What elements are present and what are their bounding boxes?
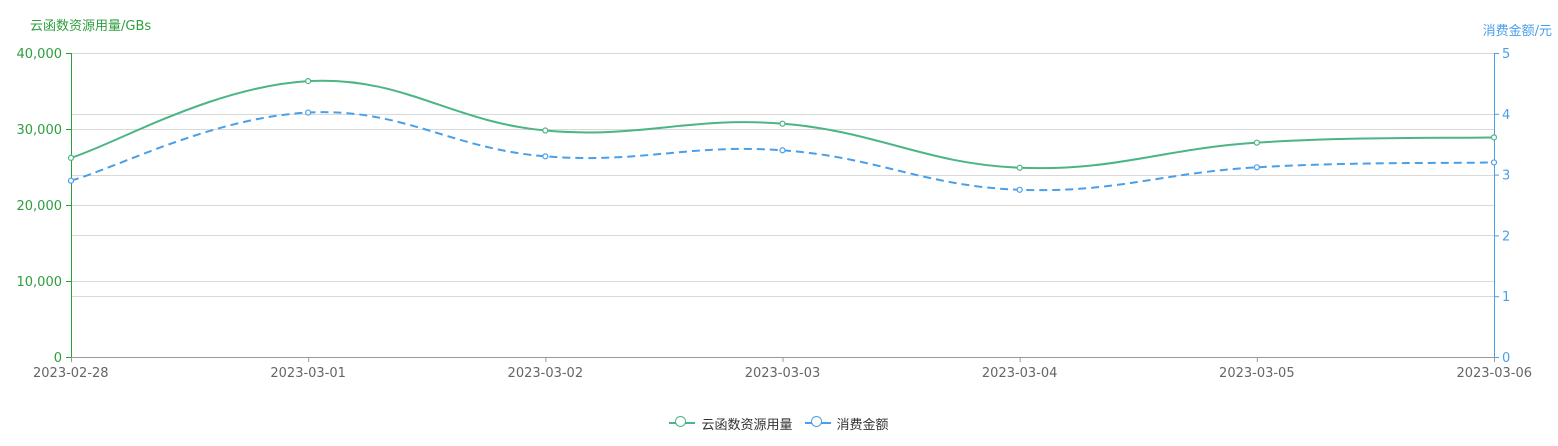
legend-usage-icon xyxy=(669,416,696,430)
data-point-cost xyxy=(542,153,549,160)
right-axis-tick-label: 3 xyxy=(1502,169,1510,184)
x-axis-tick-label: 2023-03-05 xyxy=(1219,366,1295,381)
data-point-cost xyxy=(1253,164,1260,171)
data-point-usage xyxy=(542,127,549,134)
data-point-cost xyxy=(67,177,75,184)
grid-lines xyxy=(71,53,1494,297)
x-axis-tick-label: 2023-03-02 xyxy=(508,366,584,381)
x-axis-tick-label: 2023-03-03 xyxy=(745,366,821,381)
data-point-usage xyxy=(1253,139,1260,146)
data-point-cost xyxy=(305,109,312,116)
data-point-cost xyxy=(1016,186,1023,193)
axes xyxy=(66,53,1499,362)
data-point-usage xyxy=(305,78,312,85)
x-axis-tick-label: 2023-02-28 xyxy=(33,366,109,381)
left-axis-tick-label: 40,000 xyxy=(17,47,63,62)
right-axis-tick-label: 0 xyxy=(1502,351,1510,366)
left-axis-title: 云函数资源用量/GBs xyxy=(30,19,152,34)
left-axis-tick-label: 0 xyxy=(54,351,62,366)
data-point-cost xyxy=(779,147,786,154)
right-axis-title: 消费金额/元 xyxy=(1482,24,1552,39)
x-axis-tick-label: 2023-03-04 xyxy=(982,366,1058,381)
legend-usage-label: 云函数资源用量 xyxy=(701,417,793,433)
legend-cost-label: 消费金额 xyxy=(836,417,889,433)
data-point-usage xyxy=(779,120,786,127)
right-axis-tick-label: 2 xyxy=(1502,229,1510,244)
series-lines xyxy=(70,79,1495,192)
left-axis-tick-label: 20,000 xyxy=(17,199,63,214)
right-axis-tick-label: 5 xyxy=(1502,47,1510,62)
data-points xyxy=(67,78,1498,193)
legend-item-usage[interactable]: 云函数资源用量 xyxy=(669,414,793,433)
legend: 云函数资源用量 消费金额 xyxy=(0,413,1558,433)
right-axis-tick-label: 4 xyxy=(1502,108,1510,123)
data-point-usage xyxy=(1490,134,1498,141)
data-point-usage xyxy=(67,154,75,161)
x-axis-tick-label: 2023-03-06 xyxy=(1456,366,1532,381)
data-point-cost xyxy=(1490,159,1498,166)
legend-item-cost[interactable]: 消费金额 xyxy=(804,414,889,433)
tick-labels: 0 10,000 20,000 30,000 40,000 0 1 2 3 4 5 2023-02-2… xyxy=(17,47,1533,381)
left-axis-tick-label: 10,000 xyxy=(17,275,63,290)
right-axis-tick-label: 1 xyxy=(1502,290,1510,305)
data-point-usage xyxy=(1016,164,1023,171)
left-axis-tick-label: 30,000 xyxy=(17,123,63,138)
legend-cost-icon xyxy=(804,416,831,430)
x-axis-tick-label: 2023-03-01 xyxy=(270,366,346,381)
